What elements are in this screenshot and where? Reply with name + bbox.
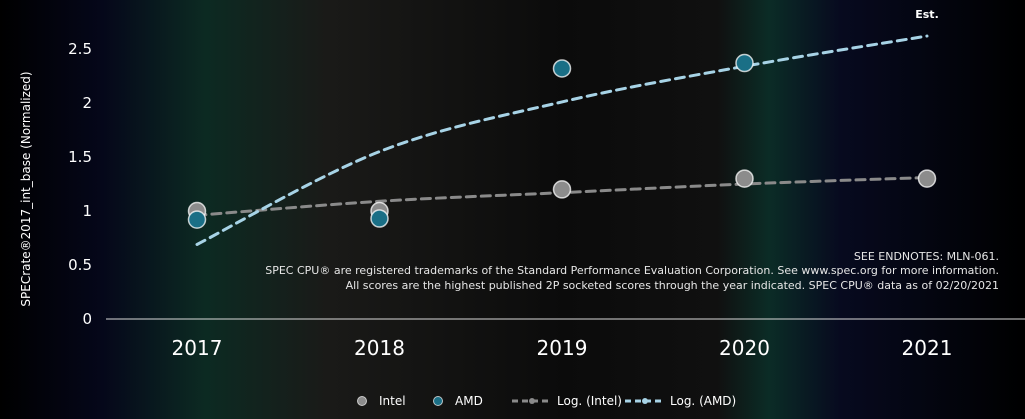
endnote-line: SEE ENDNOTES: MLN-061. — [854, 250, 999, 263]
y-tick-label: 2.5 — [68, 40, 92, 58]
data-point-amd — [735, 53, 754, 73]
y-tick-label: 1 — [82, 202, 92, 220]
data-point-amd — [187, 210, 207, 229]
y-tick-label: 0.5 — [68, 256, 92, 274]
y-tick-label: 0 — [82, 310, 92, 328]
data-point-intel — [552, 180, 572, 199]
data-point-amd — [552, 59, 572, 78]
x-tick-label: 2018 — [354, 336, 405, 360]
trendline-log-amd — [195, 34, 929, 246]
legend-label-log-amd: Log. (AMD) — [670, 394, 736, 408]
legend-label-amd: AMD — [455, 394, 483, 408]
x-tick-label: 2017 — [172, 336, 223, 360]
data-point-intel — [917, 169, 937, 188]
x-tick-label: 2019 — [537, 336, 588, 360]
legend-label-intel: Intel — [379, 394, 406, 408]
legend-marker-dot-log-amd — [642, 398, 648, 404]
data-point-intel — [735, 169, 754, 188]
y-tick-label: 2 — [82, 94, 92, 112]
endnote-line: All scores are the highest published 2P … — [346, 279, 999, 292]
legend-label-log-intel: Log. (Intel) — [557, 394, 622, 408]
x-tick-label: 2020 — [719, 336, 770, 360]
legend-marker-amd — [433, 396, 443, 406]
endnote-line: SPEC CPU® are registered trademarks of t… — [265, 264, 999, 277]
estimate-annotation: Est. — [915, 8, 939, 21]
y-axis-label: SPECrate®2017_int_base (Normalized) — [19, 71, 33, 306]
legend-marker-dot-log-intel — [529, 398, 535, 404]
y-tick-label: 1.5 — [68, 148, 92, 166]
data-point-amd — [370, 209, 389, 228]
legend-marker-intel — [357, 396, 367, 406]
x-tick-label: 2021 — [902, 336, 953, 360]
